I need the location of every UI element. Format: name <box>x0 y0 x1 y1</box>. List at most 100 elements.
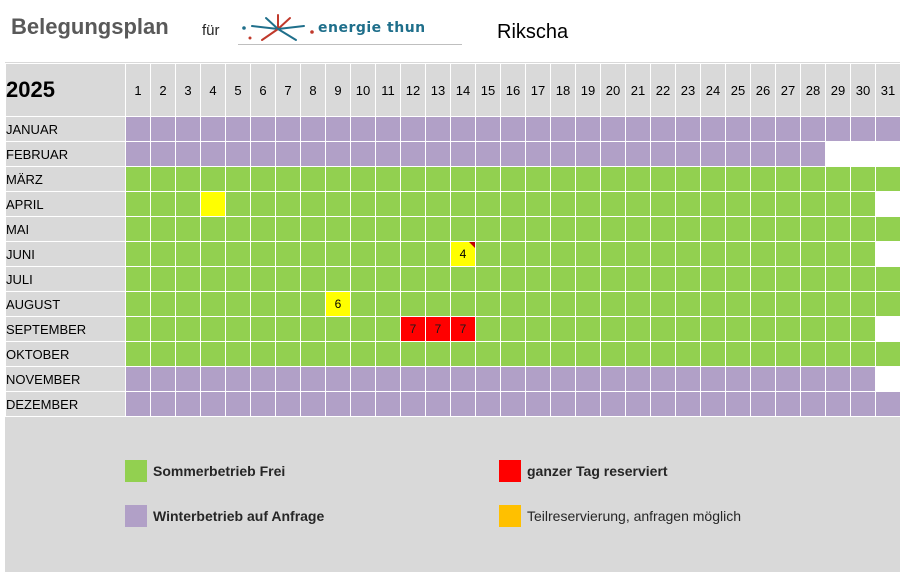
day-cell[interactable] <box>175 266 201 292</box>
day-cell[interactable] <box>575 216 601 242</box>
booking-cell[interactable]: 7 <box>400 316 426 342</box>
day-cell[interactable] <box>400 116 426 142</box>
day-cell[interactable] <box>700 166 726 192</box>
day-cell[interactable] <box>775 391 801 417</box>
day-cell[interactable] <box>675 141 701 167</box>
day-cell[interactable] <box>650 241 676 267</box>
day-cell[interactable] <box>750 116 776 142</box>
day-cell[interactable] <box>350 216 376 242</box>
day-cell[interactable] <box>350 266 376 292</box>
day-cell[interactable] <box>350 316 376 342</box>
day-cell[interactable] <box>450 166 476 192</box>
day-cell[interactable] <box>675 366 701 392</box>
day-cell[interactable] <box>250 166 276 192</box>
day-cell[interactable] <box>700 391 726 417</box>
day-cell[interactable] <box>800 116 826 142</box>
day-cell[interactable] <box>775 216 801 242</box>
day-cell[interactable] <box>125 141 151 167</box>
day-cell[interactable] <box>800 316 826 342</box>
day-cell[interactable] <box>475 391 501 417</box>
day-cell[interactable] <box>775 266 801 292</box>
day-cell[interactable] <box>675 241 701 267</box>
day-cell[interactable] <box>250 291 276 317</box>
day-cell[interactable] <box>200 141 226 167</box>
day-cell[interactable] <box>450 366 476 392</box>
day-cell[interactable] <box>750 166 776 192</box>
day-cell[interactable] <box>300 366 326 392</box>
day-cell[interactable] <box>700 191 726 217</box>
day-cell[interactable] <box>300 316 326 342</box>
day-cell[interactable] <box>775 316 801 342</box>
day-cell[interactable] <box>800 191 826 217</box>
day-cell[interactable] <box>375 291 401 317</box>
day-cell[interactable] <box>400 141 426 167</box>
booking-cell[interactable] <box>200 191 226 217</box>
day-cell[interactable] <box>750 341 776 367</box>
day-cell[interactable] <box>300 116 326 142</box>
day-cell[interactable] <box>575 341 601 367</box>
day-cell[interactable] <box>700 366 726 392</box>
day-cell[interactable] <box>875 216 901 242</box>
day-cell[interactable] <box>325 216 351 242</box>
day-cell[interactable] <box>350 166 376 192</box>
day-cell[interactable] <box>400 391 426 417</box>
day-cell[interactable] <box>200 266 226 292</box>
day-cell[interactable] <box>700 216 726 242</box>
day-cell[interactable] <box>625 366 651 392</box>
day-cell[interactable] <box>225 316 251 342</box>
day-cell[interactable] <box>275 291 301 317</box>
day-cell[interactable] <box>875 291 901 317</box>
day-cell[interactable] <box>325 391 351 417</box>
day-cell[interactable] <box>750 241 776 267</box>
day-cell[interactable] <box>825 391 851 417</box>
day-cell[interactable] <box>575 316 601 342</box>
day-cell[interactable] <box>525 216 551 242</box>
day-cell[interactable] <box>225 291 251 317</box>
day-cell[interactable] <box>850 266 876 292</box>
day-cell[interactable] <box>850 116 876 142</box>
day-cell[interactable] <box>425 141 451 167</box>
day-cell[interactable] <box>650 291 676 317</box>
day-cell[interactable] <box>225 241 251 267</box>
day-cell[interactable] <box>825 191 851 217</box>
day-cell[interactable] <box>400 166 426 192</box>
day-cell[interactable] <box>800 366 826 392</box>
day-cell[interactable] <box>525 316 551 342</box>
day-cell[interactable] <box>750 141 776 167</box>
day-cell[interactable] <box>250 341 276 367</box>
day-cell[interactable] <box>300 191 326 217</box>
day-cell[interactable] <box>725 341 751 367</box>
day-cell[interactable] <box>775 291 801 317</box>
day-cell[interactable] <box>150 366 176 392</box>
day-cell[interactable] <box>625 141 651 167</box>
day-cell[interactable] <box>250 316 276 342</box>
day-cell[interactable] <box>675 316 701 342</box>
day-cell[interactable] <box>825 166 851 192</box>
day-cell[interactable] <box>425 216 451 242</box>
day-cell[interactable] <box>250 391 276 417</box>
day-cell[interactable] <box>300 216 326 242</box>
day-cell[interactable] <box>875 166 901 192</box>
day-cell[interactable] <box>700 116 726 142</box>
day-cell[interactable] <box>725 316 751 342</box>
day-cell[interactable] <box>575 241 601 267</box>
day-cell[interactable] <box>500 341 526 367</box>
day-cell[interactable] <box>725 366 751 392</box>
day-cell[interactable] <box>300 241 326 267</box>
booking-cell[interactable]: 7 <box>450 316 476 342</box>
day-cell[interactable] <box>400 266 426 292</box>
day-cell[interactable] <box>600 166 626 192</box>
day-cell[interactable] <box>375 266 401 292</box>
day-cell[interactable] <box>650 166 676 192</box>
day-cell[interactable] <box>575 266 601 292</box>
day-cell[interactable] <box>225 116 251 142</box>
day-cell[interactable] <box>425 391 451 417</box>
day-cell[interactable] <box>500 241 526 267</box>
day-cell[interactable] <box>575 166 601 192</box>
day-cell[interactable] <box>775 141 801 167</box>
day-cell[interactable] <box>550 291 576 317</box>
day-cell[interactable] <box>625 166 651 192</box>
day-cell[interactable] <box>200 341 226 367</box>
day-cell[interactable] <box>725 266 751 292</box>
day-cell[interactable] <box>400 191 426 217</box>
